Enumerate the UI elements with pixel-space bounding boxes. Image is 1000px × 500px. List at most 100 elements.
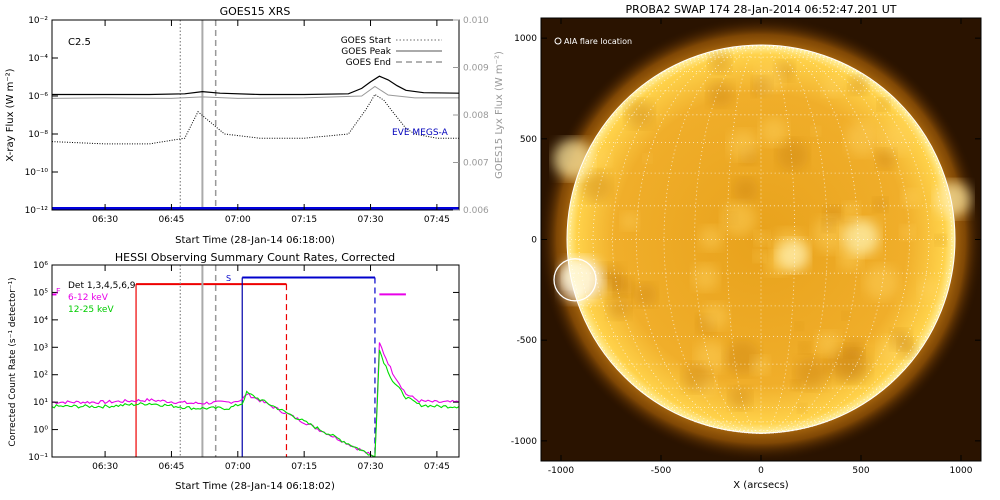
texture-patch (759, 117, 788, 146)
texture-patch (580, 170, 611, 202)
goes-ytick-label: 10⁻¹² (25, 206, 49, 216)
legend-goes-start: GOES Start (341, 36, 392, 46)
swap-panel: PROBA2 SWAP 174 28-Jan-2014 06:52:47.201… (511, 3, 982, 491)
goes-ytick-right-label: 0.007 (463, 159, 489, 169)
texture-patch (728, 130, 758, 160)
hessi-ytick-label: 10⁴ (33, 316, 48, 326)
active-region (777, 239, 809, 272)
texture-patch (682, 363, 711, 392)
swap-title: PROBA2 SWAP 174 28-Jan-2014 06:52:47.201… (625, 3, 896, 16)
hessi-flag-f: F (56, 287, 61, 296)
texture-patch (812, 216, 849, 253)
goes-ytick-right-label: 0.006 (463, 206, 489, 216)
texture-patch (754, 231, 770, 246)
swap-xtick-label: 500 (852, 466, 869, 476)
texture-patch (607, 295, 631, 319)
texture-patch (900, 225, 915, 240)
goes-legend: GOES Start GOES Peak GOES End (341, 36, 442, 68)
goes-axes: 06:30 06:45 07:00 07:15 07:30 07:45 10⁻¹² 10⁻¹⁰… (25, 16, 489, 225)
goes-xtick-label: 06:30 (92, 215, 118, 225)
texture-patch (702, 303, 729, 330)
goes-eve-label: EVE MEGS-A (392, 128, 449, 138)
texture-patch (795, 356, 828, 390)
hessi-xtick-label: 07:00 (225, 462, 251, 472)
texture-patch (841, 311, 851, 320)
swap-xtick-label: -1000 (548, 466, 574, 476)
legend-det: Det 1,3,4,5,6,9 (68, 281, 136, 291)
texture-patch (753, 250, 766, 263)
solar-limb (566, 44, 956, 434)
legend-12-25kev: 12-25 keV (68, 305, 114, 315)
goes-plot-frame (51, 19, 460, 211)
swap-axes: -1000 -500 0 500 1000 -1000 -500 0 500 1000 (511, 18, 981, 476)
hessi-title: HESSI Observing Summary Count Rates, Cor… (115, 251, 395, 264)
texture-patch (826, 346, 862, 382)
texture-patch (752, 76, 772, 97)
goes-ytick-right-label: 0.010 (463, 16, 489, 26)
goes-flare-class: C2.5 (68, 37, 91, 48)
active-region (553, 139, 593, 179)
hessi-ytick-label: 10⁵ (33, 288, 48, 298)
texture-patch (633, 282, 657, 307)
texture-patch (880, 122, 914, 155)
goes-ytick-label: 10⁻² (28, 16, 48, 26)
hessi-xtick-label: 06:30 (92, 462, 118, 472)
swap-xtick-label: 0 (758, 466, 764, 476)
texture-patch (848, 75, 868, 95)
hessi-flag-s: S (226, 274, 231, 283)
series-goes-short (52, 93, 459, 145)
texture-patch (707, 80, 734, 107)
longitude-line (760, 45, 828, 434)
goes-xtick-label: 07:45 (424, 215, 450, 225)
hessi-ytick-label: 10² (33, 371, 48, 381)
texture-patch (876, 149, 896, 169)
swap-xlabel: X (arcsecs) (733, 480, 789, 491)
texture-patch (625, 100, 654, 129)
series-6-12kev (52, 342, 459, 457)
texture-patch (790, 380, 801, 391)
hessi-ylabel: Corrected Count Rate (s⁻¹ detector⁻¹) (8, 277, 18, 446)
texture-patch (845, 121, 880, 156)
hessi-legend: Det 1,3,4,5,6,9 6-12 keV 12-25 keV (68, 281, 136, 315)
hessi-xtick-label: 07:45 (424, 462, 450, 472)
heliographic-grid (567, 45, 955, 434)
texture-patch (695, 340, 727, 372)
texture-patch (621, 212, 639, 230)
goes-xtick-label: 07:30 (358, 215, 384, 225)
longitude-line (592, 45, 762, 434)
texture-patch (816, 331, 841, 356)
hessi-ytick-label: 10⁰ (33, 426, 48, 436)
longitude-line (760, 45, 953, 434)
active-region (935, 181, 971, 218)
aia-legend-symbol (554, 37, 562, 45)
swap-ytick-label: -1000 (511, 437, 537, 447)
swap-ytick-label: 0 (531, 236, 537, 246)
texture-patch (842, 202, 860, 219)
hessi-xlabel: Start Time (28-Jan-14 06:18:02) (175, 481, 335, 492)
texture-patch (890, 329, 912, 350)
longitude-line (760, 45, 796, 434)
texture-patch (709, 51, 731, 73)
goes-panel: GOES15 XRS 06:30 06:45 07:00 07:15 07:30 07:4… (5, 5, 505, 246)
texture-patch (873, 197, 888, 212)
hessi-xtick-label: 07:30 (358, 462, 384, 472)
texture-patch (724, 340, 760, 376)
hessi-series (52, 265, 459, 457)
goes-xtick-label: 07:15 (291, 215, 317, 225)
texture-patch (877, 98, 890, 111)
goes-xtick-label: 06:45 (158, 215, 184, 225)
active-region (843, 219, 879, 256)
hessi-plot-frame (51, 264, 460, 458)
hessi-ytick-label: 10³ (33, 343, 48, 353)
legend-goes-end: GOES End (346, 58, 391, 68)
texture-patch (699, 226, 724, 251)
solar-texture (553, 51, 971, 413)
goes-ytick-label: 10⁻¹⁰ (25, 168, 49, 178)
goes-ylabel: X-ray Flux (W m⁻²) (5, 68, 16, 161)
goes-ylabel-right: GOES15 Lyx Flux (W m⁻²) (494, 51, 505, 179)
texture-patch (811, 126, 821, 136)
swap-xtick-label: -500 (651, 466, 672, 476)
texture-patch (795, 322, 804, 331)
series-goes-long (52, 75, 459, 96)
